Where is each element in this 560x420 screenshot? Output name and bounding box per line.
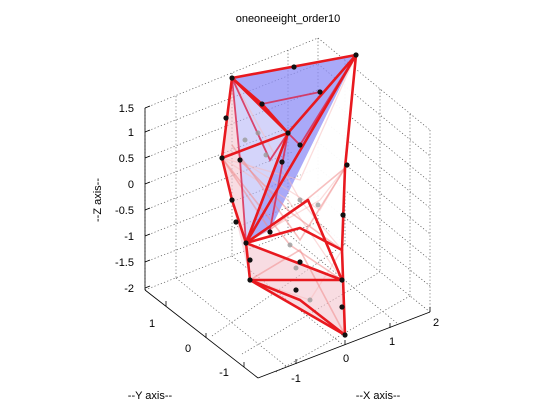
mesh-node xyxy=(307,297,313,303)
mesh-edge xyxy=(221,54,357,181)
mesh-surface xyxy=(219,52,359,338)
mesh-node xyxy=(237,157,243,163)
x-tick-label: 0 xyxy=(343,353,349,365)
mesh-node xyxy=(285,130,291,136)
mesh-node xyxy=(267,229,273,235)
mesh-node xyxy=(293,265,299,271)
mesh-node xyxy=(259,101,265,107)
mesh-edge xyxy=(244,226,344,252)
mesh-edge xyxy=(220,131,290,160)
mesh-node xyxy=(242,137,248,143)
y-axis-label: --Y axis-- xyxy=(128,390,173,402)
mesh-edge xyxy=(244,198,344,282)
mesh-node xyxy=(255,130,261,136)
mesh-node xyxy=(243,240,249,246)
mesh-node xyxy=(229,75,235,81)
mesh-edge xyxy=(269,132,289,231)
z-tick-label: 0.5 xyxy=(119,153,134,165)
mesh-node xyxy=(263,152,269,158)
mesh-node xyxy=(297,197,303,203)
mesh-edge xyxy=(261,91,321,105)
mesh-node xyxy=(353,52,359,58)
mesh-node xyxy=(293,287,299,293)
mesh-edge xyxy=(244,131,344,282)
mesh-edge xyxy=(231,77,289,162)
mesh-edge xyxy=(249,248,346,336)
mesh-edge xyxy=(248,278,347,337)
y-tick-label: -1 xyxy=(219,367,229,379)
z-tick-label: -1 xyxy=(124,231,134,243)
x-tick-label: 1 xyxy=(389,336,395,348)
mesh-node xyxy=(287,242,293,248)
y-tick-label: 1 xyxy=(149,318,155,330)
mesh-node xyxy=(317,89,323,95)
mesh-face xyxy=(288,55,356,250)
chart-title: oneoneeight_order10 xyxy=(236,13,341,25)
axis-lines xyxy=(144,108,431,379)
mesh-node xyxy=(344,162,350,168)
mesh-node xyxy=(229,197,235,203)
z-tick-label: -1.5 xyxy=(115,257,134,269)
mesh-node xyxy=(247,277,253,283)
mesh-edge xyxy=(244,53,358,245)
z-axis-ticks: 1.5 1 0.5 0 -0.5 -1 -1.5 -2 xyxy=(115,103,151,295)
mesh-node xyxy=(223,115,229,121)
mesh-edge xyxy=(221,157,343,281)
mesh-node xyxy=(247,257,253,263)
mesh-node xyxy=(219,155,225,161)
mesh-edge xyxy=(231,144,346,242)
mesh-node xyxy=(297,142,303,148)
mesh-node xyxy=(342,332,348,338)
y-axis-ticks: 1 0 -1 xyxy=(149,301,245,379)
y-tick-label: 0 xyxy=(185,343,191,355)
x-tick-label: -1 xyxy=(291,373,301,385)
z-axis-label: --Z axis-- xyxy=(92,178,104,222)
mesh-node xyxy=(315,202,321,208)
x-tick-label: 2 xyxy=(433,317,439,329)
x-axis-ticks: -1 0 1 2 xyxy=(291,307,439,385)
mesh-node xyxy=(279,159,285,165)
x-axis-label: --X axis-- xyxy=(356,390,401,402)
z-tick-label: -0.5 xyxy=(115,205,134,217)
z-tick-label: 0 xyxy=(128,179,134,191)
mesh-node xyxy=(339,277,345,283)
mesh-node xyxy=(291,64,297,70)
mesh-node xyxy=(340,212,346,218)
z-tick-label: 1.5 xyxy=(119,103,134,115)
z-tick-label: 1 xyxy=(128,127,134,139)
z-tick-label: -2 xyxy=(124,283,134,295)
mesh-face xyxy=(232,55,356,133)
mesh-node xyxy=(233,219,239,225)
mesh-node xyxy=(297,259,303,265)
mesh-node xyxy=(339,304,345,310)
